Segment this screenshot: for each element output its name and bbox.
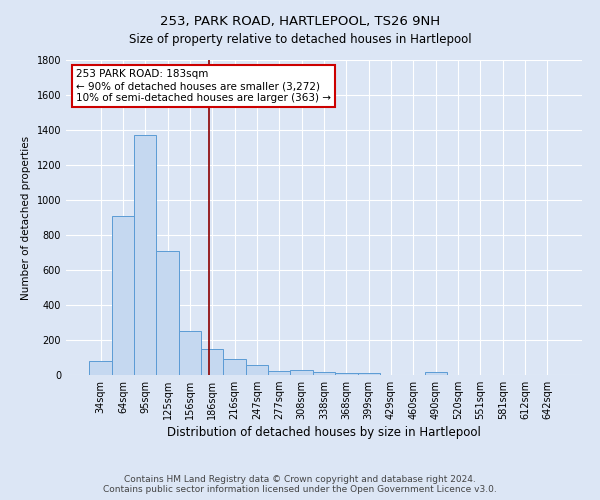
Bar bbox=[290, 370, 313, 375]
Bar bbox=[358, 373, 380, 375]
Bar bbox=[112, 216, 134, 375]
Bar bbox=[89, 361, 112, 375]
Bar bbox=[246, 366, 268, 375]
Bar bbox=[335, 373, 358, 375]
Bar bbox=[157, 251, 179, 375]
Bar bbox=[134, 135, 157, 375]
Bar bbox=[268, 370, 290, 375]
Y-axis label: Number of detached properties: Number of detached properties bbox=[21, 136, 31, 300]
X-axis label: Distribution of detached houses by size in Hartlepool: Distribution of detached houses by size … bbox=[167, 426, 481, 440]
Text: Contains HM Land Registry data © Crown copyright and database right 2024.
Contai: Contains HM Land Registry data © Crown c… bbox=[103, 474, 497, 494]
Bar bbox=[425, 372, 447, 375]
Bar bbox=[313, 372, 335, 375]
Bar bbox=[179, 331, 201, 375]
Bar bbox=[201, 349, 223, 375]
Text: 253, PARK ROAD, HARTLEPOOL, TS26 9NH: 253, PARK ROAD, HARTLEPOOL, TS26 9NH bbox=[160, 15, 440, 28]
Text: 253 PARK ROAD: 183sqm
← 90% of detached houses are smaller (3,272)
10% of semi-d: 253 PARK ROAD: 183sqm ← 90% of detached … bbox=[76, 70, 331, 102]
Text: Size of property relative to detached houses in Hartlepool: Size of property relative to detached ho… bbox=[128, 32, 472, 46]
Bar bbox=[223, 359, 246, 375]
